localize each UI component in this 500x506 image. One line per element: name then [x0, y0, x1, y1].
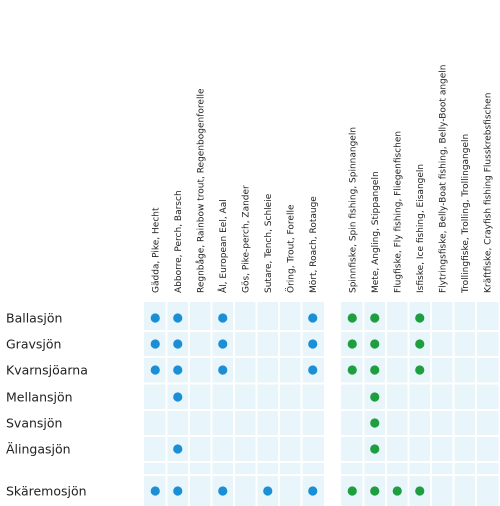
fish-dot	[218, 313, 228, 323]
method-dot	[347, 486, 357, 496]
method_columns-header: Spinnfiske, Spin fishing, Spinnangeln	[348, 127, 358, 293]
table-grid	[144, 302, 499, 506]
method-dot	[347, 339, 357, 349]
method-dot	[370, 486, 380, 496]
fish-dot	[308, 313, 318, 323]
availability-dots	[150, 313, 425, 496]
method-block-bg	[341, 302, 499, 506]
method-dot	[415, 486, 425, 496]
lake-name: Svansjön	[6, 416, 62, 431]
fish-dot	[150, 365, 160, 375]
fish-dot	[173, 339, 183, 349]
lake-name: Gravsjön	[6, 337, 61, 352]
method-dot	[392, 486, 402, 496]
method-dot	[347, 313, 357, 323]
method-dot	[347, 365, 357, 375]
method-dot	[370, 313, 380, 323]
method-dot	[415, 365, 425, 375]
lake-name: Ballasjön	[6, 311, 62, 326]
fish-dot	[308, 486, 318, 496]
method-dot	[370, 365, 380, 375]
column-headers: Gädda, Pike, Hecht Abborre, Perch, Barsch…	[151, 65, 493, 295]
method-dot	[415, 339, 425, 349]
fish-dot	[173, 365, 183, 375]
fish_columns-header: Regnbåge, Rainbow trout, Regenbogenforel…	[195, 88, 206, 293]
lake-name: Mellansjön	[6, 390, 73, 405]
method_columns-header: Kräftfiske, Crayfish fishing Flusskrebsf…	[483, 93, 493, 293]
method-dot	[370, 418, 380, 428]
lake-name: Skäremosjön	[6, 484, 87, 499]
row-labels: Ballasjön Gravsjön Kvarnsjöarna Mellansjön S…	[6, 311, 88, 499]
fish-dot	[173, 313, 183, 323]
fish-dot	[218, 365, 228, 375]
fish-dot	[150, 339, 160, 349]
method_columns-header: Flugfiske, Fly fishing, Fliegenfischen	[393, 131, 403, 293]
fish-dot	[150, 486, 160, 496]
fish-dot	[308, 339, 318, 349]
method_columns-header: Flytringsfiske, Belly-Boat fishing, Bell…	[438, 65, 448, 294]
fish_columns-header: Gös, Pike-perch, Zander	[241, 185, 251, 293]
method_columns-header: Trollingfiske, Trolling, Trollingangeln	[461, 134, 471, 294]
fish-dot	[150, 313, 160, 323]
method_columns-header: Mete, Angling, Stippangeln	[371, 171, 381, 293]
method-dot	[415, 313, 425, 323]
fish-dot	[173, 444, 183, 454]
fish-dot	[218, 339, 228, 349]
fish_columns-header: Öring, Trout, Forelle	[285, 204, 296, 293]
lake-name: Kvarnsjöarna	[6, 363, 88, 378]
fish_columns-header: Ål, European Eel, Aal	[217, 199, 229, 293]
fish-dot	[263, 486, 273, 496]
lake-name: Älingasjön	[6, 442, 71, 457]
fish-dot	[308, 365, 318, 375]
fish_columns-header: Gädda, Pike, Hecht	[151, 207, 161, 293]
fish-dot	[218, 486, 228, 496]
fish-dot	[173, 392, 183, 402]
method-dot	[370, 339, 380, 349]
fish_columns-header: Abborre, Perch, Barsch	[174, 190, 184, 293]
method-dot	[370, 444, 380, 454]
fish_columns-header: Sutare, Tench, Schleie	[264, 193, 274, 293]
method-dot	[370, 392, 380, 402]
method_columns-header: Isfiske, Ice fishing, Eisangeln	[416, 164, 426, 293]
fish-dot	[173, 486, 183, 496]
fish_columns-header: Mört, Roach, Rotauge	[309, 196, 319, 293]
